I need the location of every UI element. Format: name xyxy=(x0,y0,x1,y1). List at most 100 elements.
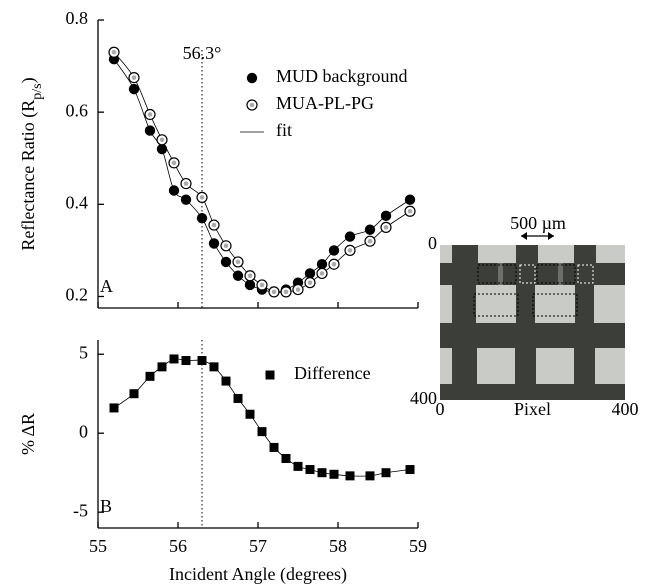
marker xyxy=(233,393,243,403)
marker xyxy=(145,371,155,381)
marker xyxy=(108,46,120,58)
inset-image xyxy=(440,232,625,400)
marker xyxy=(156,134,168,146)
panel-label: B xyxy=(100,496,112,516)
marker xyxy=(180,177,192,190)
marker-core xyxy=(319,271,325,276)
x-tick-label: 58 xyxy=(329,536,347,556)
x-tick-label: 400 xyxy=(612,399,639,419)
marker xyxy=(168,185,180,196)
marker xyxy=(246,72,258,84)
marker xyxy=(381,468,391,478)
y-tick-label: 400 xyxy=(410,388,437,408)
marker xyxy=(144,125,156,136)
x-tick-label: 56 xyxy=(169,536,187,556)
marker xyxy=(244,279,256,291)
marker xyxy=(404,205,416,217)
marker xyxy=(168,157,180,169)
marker xyxy=(128,83,140,95)
y-tick-label: 0.8 xyxy=(66,8,89,28)
marker xyxy=(293,461,303,471)
marker xyxy=(220,256,232,268)
x-tick-label: 0 xyxy=(436,399,445,419)
marker xyxy=(180,194,192,205)
marker xyxy=(221,376,231,386)
marker-core xyxy=(367,238,373,244)
marker xyxy=(304,277,316,289)
legend-label: fit xyxy=(276,120,292,140)
marker-core xyxy=(147,112,153,117)
panel-label: A xyxy=(100,276,113,296)
scale-label: 500 µm xyxy=(510,213,566,233)
marker xyxy=(245,409,255,419)
y-tick-label: -5 xyxy=(73,500,88,520)
y-axis-label-part: % ΔR xyxy=(18,413,38,455)
marker-core xyxy=(283,289,289,295)
marker-core xyxy=(183,181,189,186)
marker xyxy=(196,191,208,204)
marker xyxy=(232,270,244,281)
marker-core xyxy=(111,49,117,55)
marker xyxy=(305,465,315,475)
y-axis-label: Reflectance Ratio (Rp/s) xyxy=(18,77,45,250)
marker xyxy=(156,143,168,155)
y-tick-label: 0.2 xyxy=(66,285,89,305)
marker-core xyxy=(171,160,177,166)
marker xyxy=(157,362,167,372)
marker-core xyxy=(223,243,229,249)
y-axis-label: % ΔR xyxy=(18,413,38,455)
marker-core xyxy=(249,102,255,108)
marker xyxy=(269,442,279,452)
x-tick-label: 57 xyxy=(249,536,267,556)
marker-core xyxy=(383,225,389,230)
fit-line xyxy=(113,58,411,293)
marker xyxy=(109,403,119,413)
y-tick-label: 0 xyxy=(79,421,88,441)
y-tick-label: 5 xyxy=(79,342,88,362)
marker xyxy=(405,465,415,475)
legend-label: Difference xyxy=(294,363,371,383)
marker xyxy=(144,108,156,121)
marker xyxy=(280,286,292,298)
marker xyxy=(316,267,328,280)
y-tick-label: 0.6 xyxy=(66,100,89,120)
marker xyxy=(128,71,140,84)
marker xyxy=(345,471,355,481)
marker xyxy=(256,279,268,291)
marker xyxy=(380,210,392,222)
marker xyxy=(257,427,267,437)
y-axis-label-part: ) xyxy=(18,77,39,83)
y-axis-label-part: Reflectance Ratio (R xyxy=(18,100,39,251)
fit-line xyxy=(113,52,411,293)
marker-core xyxy=(199,195,205,200)
annotation: 56.3° xyxy=(183,43,222,63)
x-tick-label: 55 xyxy=(89,536,107,556)
marker-core xyxy=(271,289,277,295)
marker-core xyxy=(211,222,217,228)
marker xyxy=(196,212,208,224)
marker xyxy=(208,238,220,249)
fit-line xyxy=(113,358,411,477)
marker xyxy=(404,194,416,205)
marker xyxy=(197,356,207,366)
marker xyxy=(268,286,280,298)
legend-label: MUD background xyxy=(276,66,407,86)
legend-label: MUA-PL-PG xyxy=(276,93,374,113)
y-axis-label-part: p/s xyxy=(30,83,45,99)
marker xyxy=(220,240,232,252)
marker xyxy=(292,283,304,296)
marker-core xyxy=(235,259,241,265)
marker xyxy=(304,268,316,279)
marker xyxy=(316,259,328,270)
marker xyxy=(328,245,340,256)
marker xyxy=(246,99,258,111)
marker xyxy=(364,235,376,247)
marker-core xyxy=(331,261,337,267)
marker-core xyxy=(247,273,253,279)
marker-core xyxy=(131,75,137,80)
y-tick-label: 0 xyxy=(428,233,437,253)
marker xyxy=(169,354,179,364)
marker xyxy=(265,370,275,380)
marker-core xyxy=(407,208,413,214)
